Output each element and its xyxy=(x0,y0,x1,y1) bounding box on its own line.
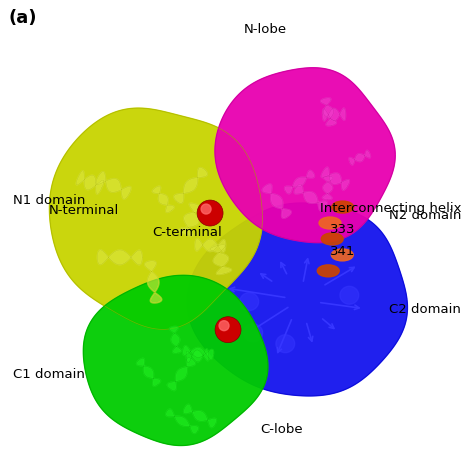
Polygon shape xyxy=(49,108,263,330)
Polygon shape xyxy=(340,286,359,304)
Polygon shape xyxy=(183,346,214,359)
Text: C-terminal: C-terminal xyxy=(152,226,222,239)
Polygon shape xyxy=(210,245,231,274)
Polygon shape xyxy=(186,349,209,363)
Polygon shape xyxy=(276,335,295,352)
Text: C-lobe: C-lobe xyxy=(261,423,303,436)
Polygon shape xyxy=(349,150,371,165)
Polygon shape xyxy=(183,404,217,427)
Ellipse shape xyxy=(317,265,339,277)
Text: N-lobe: N-lobe xyxy=(243,22,286,35)
Polygon shape xyxy=(83,275,268,445)
Polygon shape xyxy=(145,261,162,303)
Polygon shape xyxy=(187,203,408,396)
Polygon shape xyxy=(215,68,395,242)
Polygon shape xyxy=(179,203,204,236)
Polygon shape xyxy=(240,293,259,311)
Text: Interconnecting helix: Interconnecting helix xyxy=(320,202,461,215)
Polygon shape xyxy=(166,409,199,433)
Polygon shape xyxy=(284,171,314,194)
Polygon shape xyxy=(76,171,104,194)
Polygon shape xyxy=(262,184,291,218)
Text: N-terminal: N-terminal xyxy=(48,203,119,216)
Polygon shape xyxy=(195,238,226,252)
Polygon shape xyxy=(152,186,174,212)
Circle shape xyxy=(219,321,229,330)
Text: 341: 341 xyxy=(330,246,355,259)
Ellipse shape xyxy=(331,249,353,261)
Circle shape xyxy=(197,200,223,226)
Polygon shape xyxy=(137,358,161,386)
Polygon shape xyxy=(244,324,263,342)
Polygon shape xyxy=(170,326,182,353)
Circle shape xyxy=(201,204,211,214)
Polygon shape xyxy=(174,167,208,203)
Ellipse shape xyxy=(321,233,343,245)
Text: C2 domain: C2 domain xyxy=(390,303,461,316)
Ellipse shape xyxy=(319,217,341,229)
Polygon shape xyxy=(321,167,349,190)
Polygon shape xyxy=(294,184,327,211)
Text: N2 domain: N2 domain xyxy=(389,208,461,221)
Polygon shape xyxy=(322,176,333,199)
Text: C1 domain: C1 domain xyxy=(13,368,84,381)
Text: N1 domain: N1 domain xyxy=(13,194,85,207)
Text: (a): (a) xyxy=(9,9,37,26)
Polygon shape xyxy=(320,98,337,126)
Polygon shape xyxy=(167,358,195,391)
Polygon shape xyxy=(97,250,142,265)
Ellipse shape xyxy=(332,201,354,213)
Circle shape xyxy=(215,317,241,343)
Text: 333: 333 xyxy=(330,224,355,237)
Polygon shape xyxy=(96,172,131,199)
Polygon shape xyxy=(322,108,346,121)
